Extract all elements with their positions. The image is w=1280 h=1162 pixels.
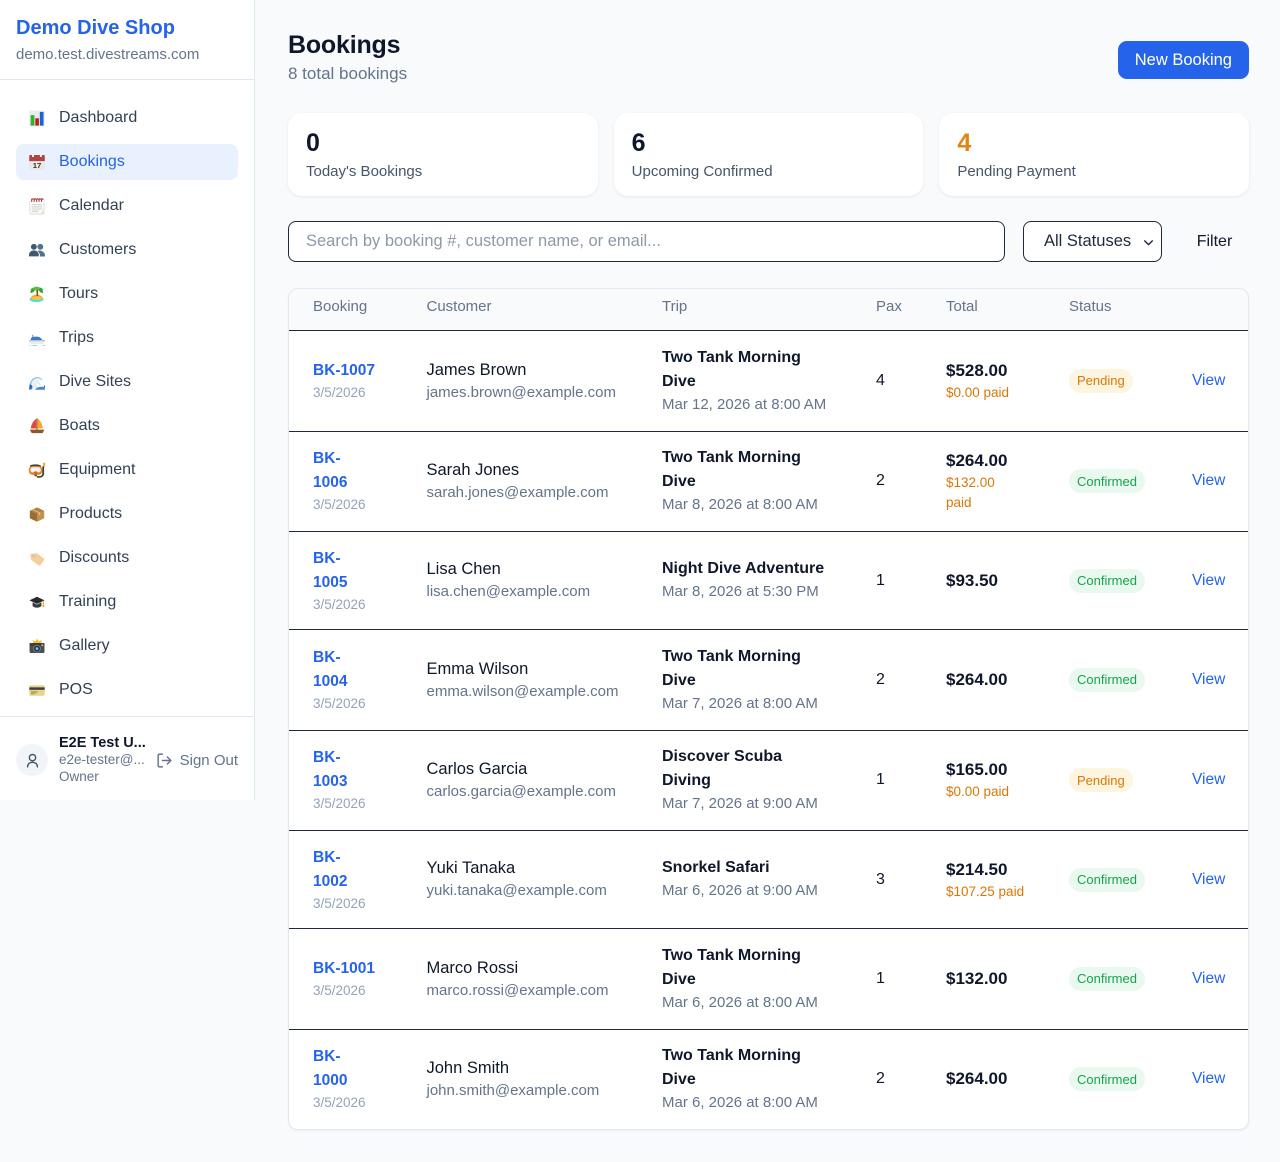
- svg-text:17: 17: [33, 160, 42, 169]
